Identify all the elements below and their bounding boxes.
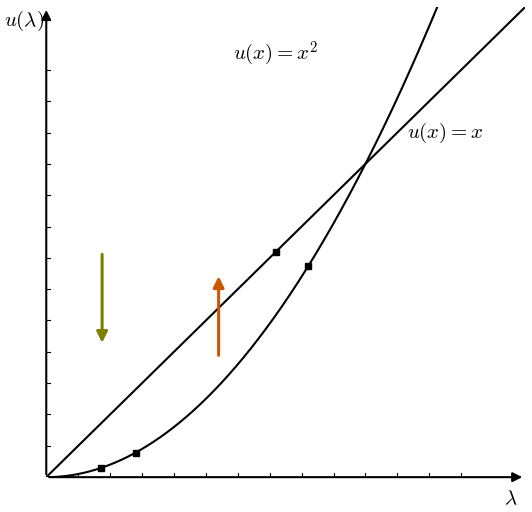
- Text: $\lambda$: $\lambda$: [504, 489, 518, 508]
- Text: $u(x) = x$: $u(x) = x$: [407, 120, 484, 144]
- Text: $u(x) = x^2$: $u(x) = x^2$: [234, 40, 319, 68]
- Text: $u(\lambda)$: $u(\lambda)$: [4, 9, 44, 33]
